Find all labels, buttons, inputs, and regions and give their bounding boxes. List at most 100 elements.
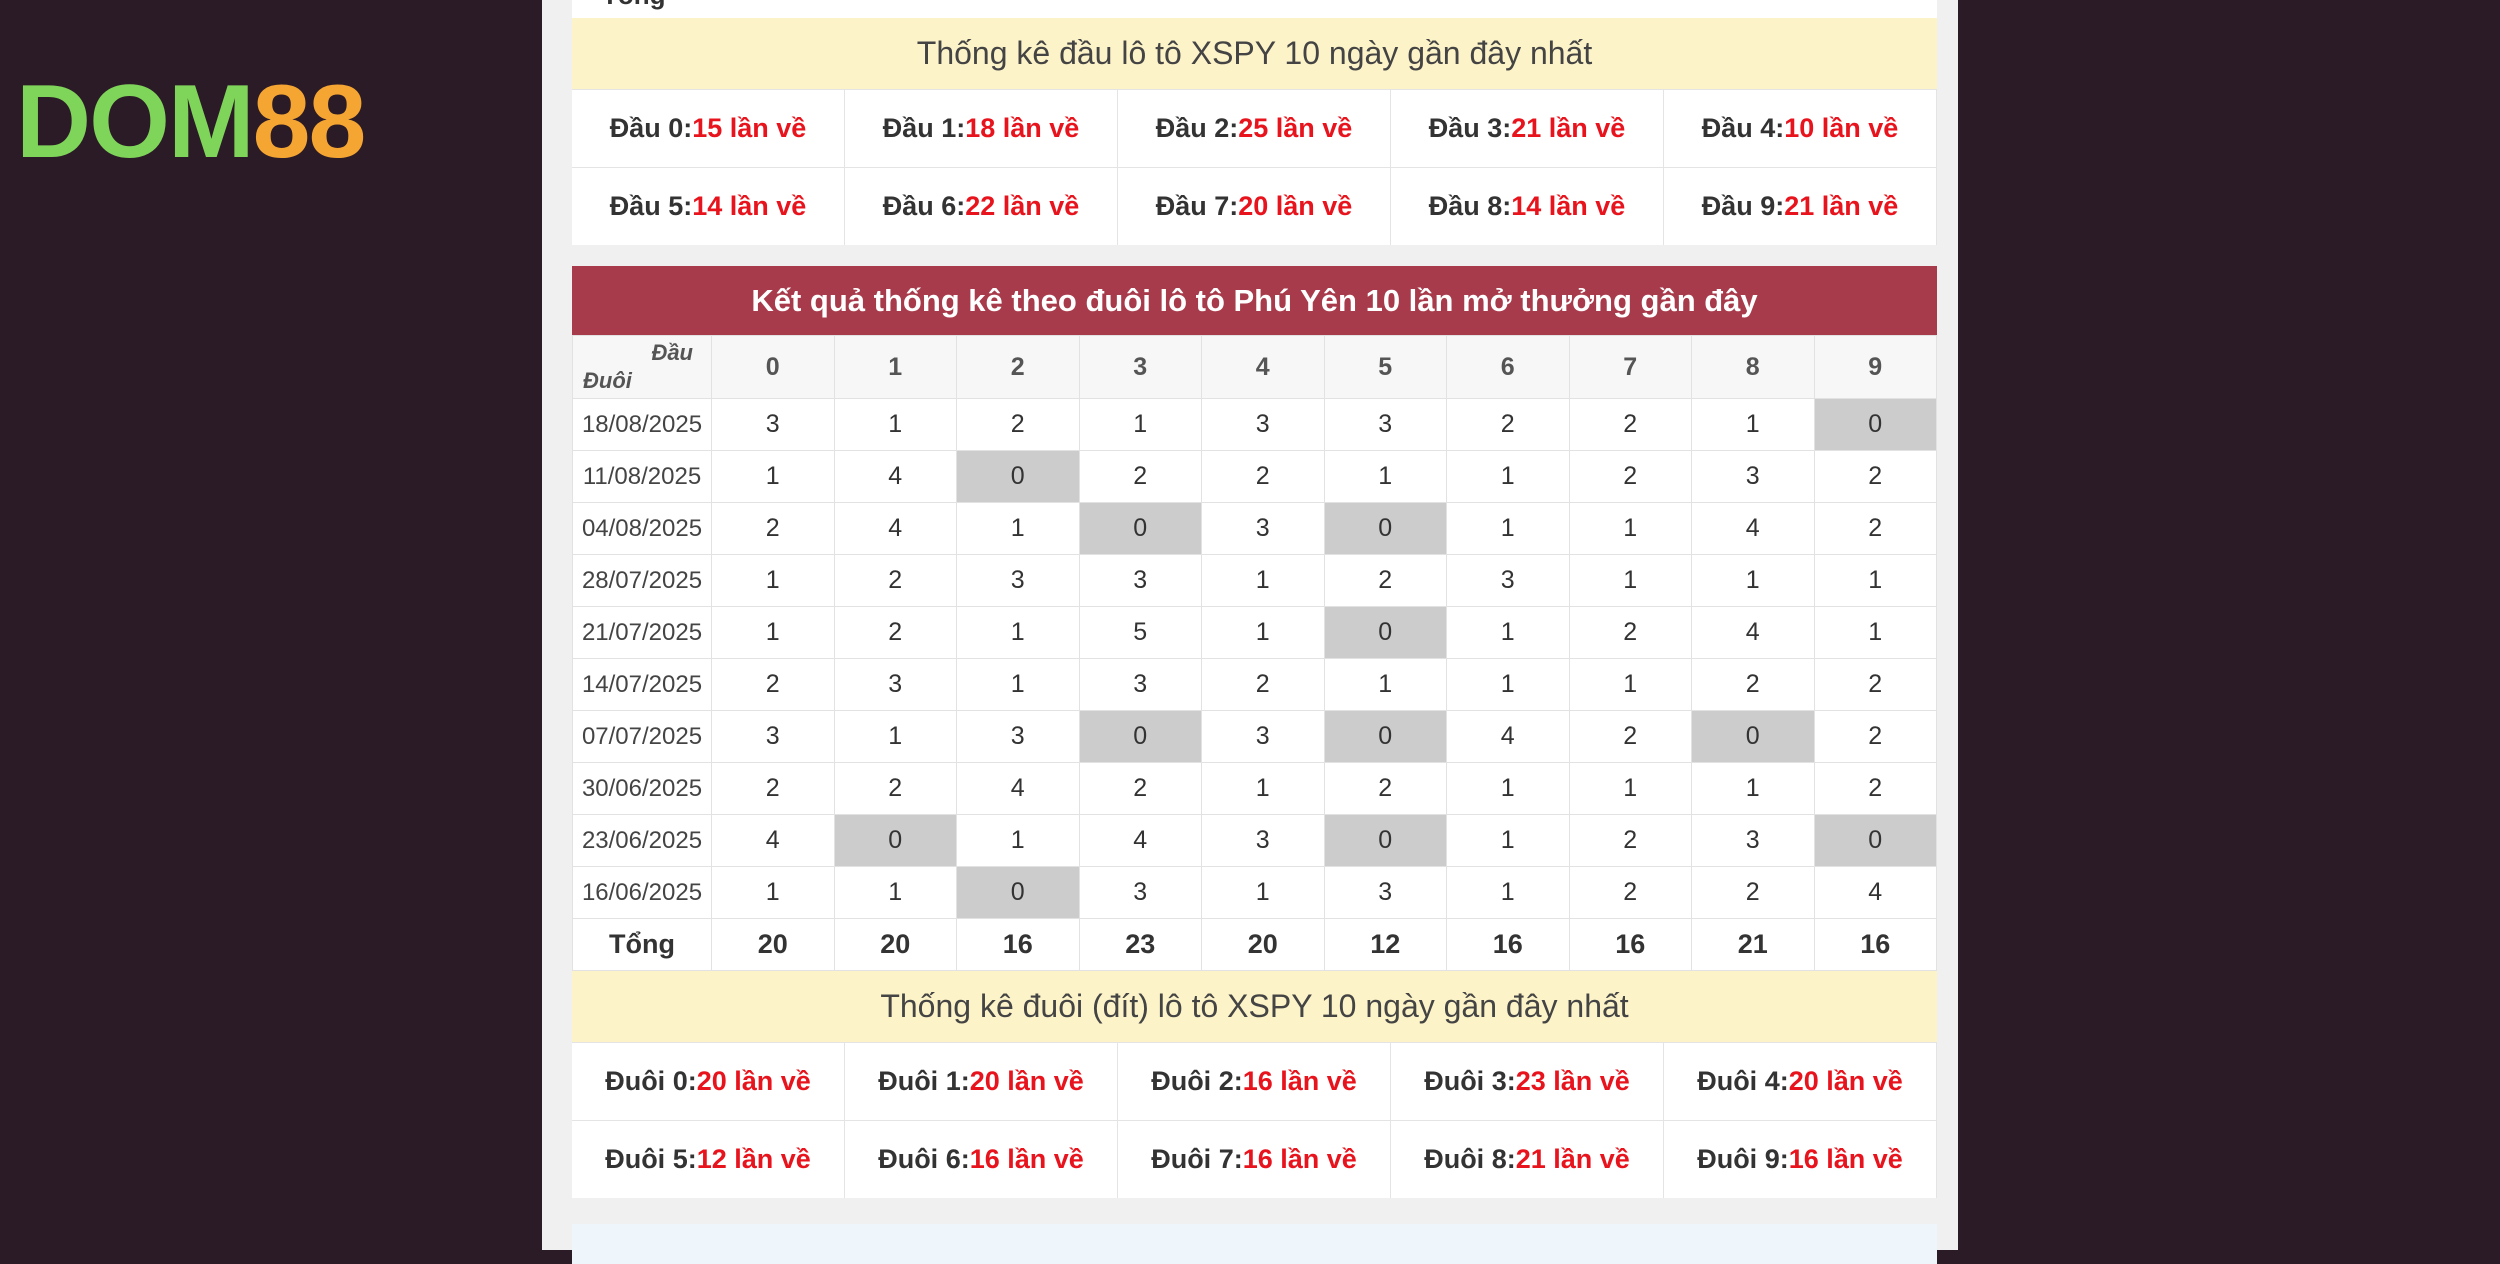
count-cell: 0 (1323, 606, 1447, 659)
logo-part: DOM (16, 64, 255, 180)
stat-value: 10 lần về (1784, 113, 1899, 143)
table: Đầu Đuôi 0 1 2 3 4 5 6 7 8 9 18/08/2025 3 1 2 1 3 3 2 2 1 0 11/… (572, 335, 1937, 971)
stat-label: Đầu 4: (1701, 113, 1785, 143)
total-row: Tổng 20 20 16 23 20 12 16 16 21 16 (572, 918, 1937, 971)
stat-value: 21 lần về (1511, 113, 1626, 143)
total-label: Tổng (572, 918, 712, 971)
stat-label: Đuôi 7: (1151, 1144, 1243, 1174)
stat-label: Đuôi 9: (1697, 1144, 1789, 1174)
count-cell: 1 (1691, 398, 1815, 451)
stat-label: Đầu 3: (1428, 113, 1512, 143)
stat-label: Đầu 5: (609, 191, 693, 221)
count-cell: 4 (711, 814, 835, 867)
count-cell: 3 (1201, 502, 1325, 555)
count-cell: 2 (1078, 450, 1202, 503)
count-cell: 1 (711, 554, 835, 607)
count-cell: 1 (956, 814, 1080, 867)
count-cell: 1 (1813, 554, 1937, 607)
count-cell: 0 (1323, 710, 1447, 763)
count-cell: 3 (833, 658, 957, 711)
column-header: 7 (1568, 335, 1692, 399)
stat-label: Đuôi 3: (1424, 1066, 1516, 1096)
total-cell: 23 (1078, 918, 1202, 971)
stat-cell: Đầu 6: 22 lần về (845, 167, 1118, 245)
count-cell: 1 (1568, 502, 1692, 555)
stat-value: 16 lần về (1788, 1144, 1903, 1174)
count-cell: 3 (1323, 866, 1447, 919)
stat-cell: Đuôi 2: 16 lần về (1118, 1042, 1391, 1120)
stat-cell: Đầu 4: 10 lần về (1664, 89, 1937, 167)
stat-cell: Đuôi 4: 20 lần về (1664, 1042, 1937, 1120)
count-cell: 2 (1446, 398, 1570, 451)
date-cell: 14/07/2025 (572, 658, 712, 711)
data-row: 04/08/2025 2 4 1 0 3 0 1 1 4 2 (572, 502, 1937, 555)
stat-cell: Đuôi 7: 16 lần về (1118, 1120, 1391, 1198)
stat-cell: Đuôi 6: 16 lần về (845, 1120, 1118, 1198)
stat-value: 18 lần về (965, 113, 1080, 143)
stat-cell: Đầu 0: 15 lần về (572, 89, 845, 167)
count-cell: 2 (1813, 450, 1937, 503)
stat-label: Đầu 9: (1701, 191, 1785, 221)
column-header: 0 (711, 335, 835, 399)
stat-cell: Đầu 5: 14 lần về (572, 167, 845, 245)
total-cell: 12 (1323, 918, 1447, 971)
count-cell: 2 (1568, 606, 1692, 659)
stat-cell: Đuôi 3: 23 lần về (1391, 1042, 1664, 1120)
column-header: 6 (1446, 335, 1570, 399)
count-cell: 1 (1446, 814, 1570, 867)
stat-value: 21 lần về (1784, 191, 1899, 221)
count-cell: 3 (956, 554, 1080, 607)
count-cell: 3 (1078, 866, 1202, 919)
count-cell: 0 (833, 814, 957, 867)
count-cell: 2 (1201, 658, 1325, 711)
count-cell: 1 (1201, 606, 1325, 659)
count-cell: 0 (1813, 814, 1937, 867)
count-cell: 1 (1568, 658, 1692, 711)
stat-label: Đuôi 0: (605, 1066, 697, 1096)
stat-label: Đầu 8: (1428, 191, 1512, 221)
count-cell: 2 (1813, 502, 1937, 555)
total-cell: 21 (1691, 918, 1815, 971)
stat-label: Đuôi 5: (605, 1144, 697, 1174)
stat-label: Đuôi 2: (1151, 1066, 1243, 1096)
count-cell: 1 (1446, 658, 1570, 711)
count-cell: 2 (1323, 762, 1447, 815)
stat-cell: Đầu 9: 21 lần về (1664, 167, 1937, 245)
data-row: 11/08/2025 1 4 0 2 2 1 1 2 3 2 (572, 450, 1937, 503)
count-cell: 2 (1201, 450, 1325, 503)
count-cell: 3 (1201, 814, 1325, 867)
stat-cell: Đuôi 8: 21 lần về (1391, 1120, 1664, 1198)
count-cell: 4 (1446, 710, 1570, 763)
corner-cell: Đầu Đuôi (572, 335, 712, 399)
stat-cell: Đầu 7: 20 lần về (1118, 167, 1391, 245)
date-cell: 16/06/2025 (572, 866, 712, 919)
date-cell: 23/06/2025 (572, 814, 712, 867)
stats-title: Thống kê đuôi (đít) lô tô XSPY 10 ngày g… (572, 971, 1937, 1042)
stat-cell: Đầu 3: 21 lần về (1391, 89, 1664, 167)
count-cell: 1 (1568, 762, 1692, 815)
count-cell: 0 (1078, 710, 1202, 763)
stat-label: Đầu 1: (882, 113, 966, 143)
stat-cell: Đuôi 0: 20 lần về (572, 1042, 845, 1120)
stat-label: Đầu 7: (1155, 191, 1239, 221)
count-cell: 1 (711, 866, 835, 919)
total-cell: 16 (1813, 918, 1937, 971)
data-row: 21/07/2025 1 2 1 5 1 0 1 2 4 1 (572, 606, 1937, 659)
stat-value: 25 lần về (1238, 113, 1353, 143)
count-cell: 1 (833, 710, 957, 763)
stat-value: 16 lần về (969, 1144, 1084, 1174)
stat-label: Đuôi 4: (1697, 1066, 1789, 1096)
column-header: 1 (833, 335, 957, 399)
count-cell: 1 (1201, 762, 1325, 815)
stat-value: 20 lần về (1788, 1066, 1903, 1096)
count-cell: 1 (711, 450, 835, 503)
header-row: Đầu Đuôi 0 1 2 3 4 5 6 7 8 9 (572, 335, 1937, 399)
count-cell: 1 (1078, 398, 1202, 451)
stat-label: Đầu 0: (609, 113, 693, 143)
stat-value: 22 lần về (965, 191, 1080, 221)
count-cell: 2 (1323, 554, 1447, 607)
table-title: Kết quả thống kê theo đuôi lô tô Phú Yên… (572, 266, 1937, 335)
total-cell: 20 (833, 918, 957, 971)
count-cell: 2 (833, 606, 957, 659)
